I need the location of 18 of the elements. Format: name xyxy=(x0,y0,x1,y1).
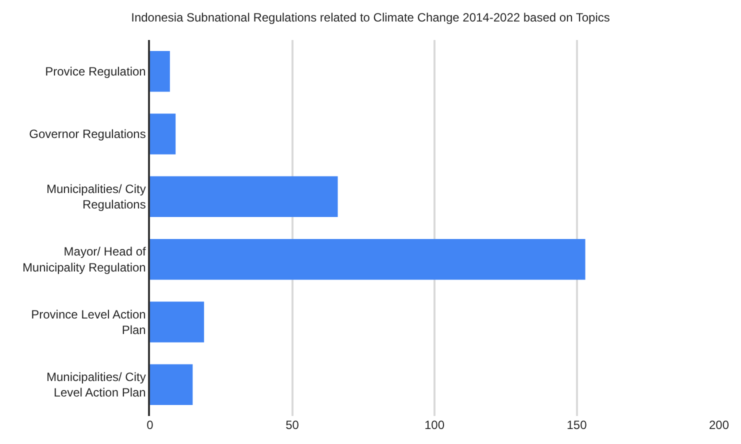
chart-title: Indonesia Subnational Regulations related to Climate Change 2014-2022 based on Topics xyxy=(131,10,610,25)
bar xyxy=(150,114,176,154)
x-tick-label: 0 xyxy=(146,418,154,432)
y-tick-label: Municipalities/ City Level Action Plan xyxy=(46,370,146,400)
x-tick-label: 100 xyxy=(424,418,445,432)
y-tick-label: Province Level Action Plan xyxy=(31,307,146,337)
x-tick-label: 150 xyxy=(566,418,588,432)
y-tick-label: Mayor/ Head of Municipality Regulation xyxy=(22,244,147,274)
bar xyxy=(150,364,193,406)
bar xyxy=(150,238,586,280)
bar xyxy=(150,50,170,92)
y-tick-label: Provice Regulation xyxy=(45,64,146,79)
x-tick-label: 50 xyxy=(286,418,300,432)
bar xyxy=(150,176,338,218)
y-tick-label: Governor Regulations xyxy=(29,127,146,142)
x-tick-label: 200 xyxy=(708,418,730,432)
y-tick-label: Municipalities/ City Regulations xyxy=(46,182,146,212)
bar xyxy=(150,302,204,342)
